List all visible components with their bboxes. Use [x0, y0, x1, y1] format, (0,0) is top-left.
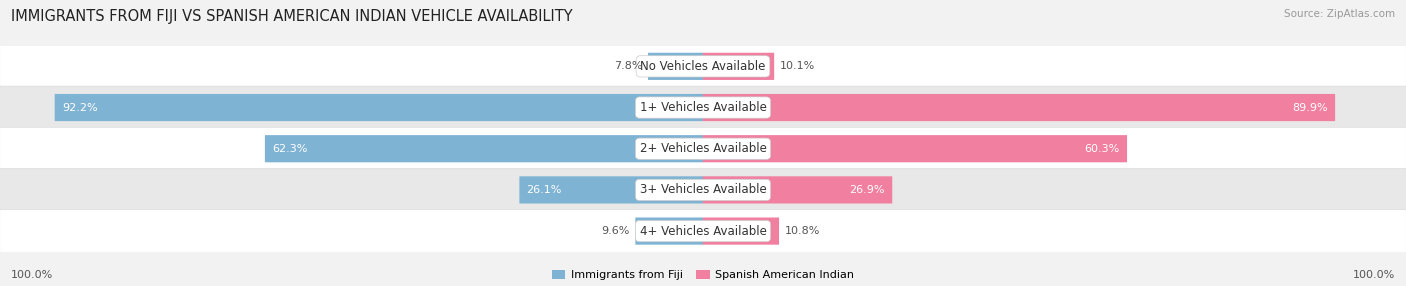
- Text: 3+ Vehicles Available: 3+ Vehicles Available: [640, 183, 766, 196]
- Text: 92.2%: 92.2%: [62, 103, 97, 112]
- Text: Source: ZipAtlas.com: Source: ZipAtlas.com: [1284, 9, 1395, 19]
- Text: 10.1%: 10.1%: [779, 61, 815, 71]
- FancyBboxPatch shape: [0, 86, 1406, 129]
- Text: 100.0%: 100.0%: [1353, 270, 1395, 279]
- Text: 26.9%: 26.9%: [849, 185, 886, 195]
- FancyBboxPatch shape: [519, 176, 703, 204]
- FancyBboxPatch shape: [703, 176, 893, 204]
- FancyBboxPatch shape: [0, 127, 1406, 170]
- Text: 7.8%: 7.8%: [614, 61, 643, 71]
- Text: IMMIGRANTS FROM FIJI VS SPANISH AMERICAN INDIAN VEHICLE AVAILABILITY: IMMIGRANTS FROM FIJI VS SPANISH AMERICAN…: [11, 9, 572, 23]
- Text: 89.9%: 89.9%: [1292, 103, 1329, 112]
- FancyBboxPatch shape: [703, 217, 779, 245]
- Text: 2+ Vehicles Available: 2+ Vehicles Available: [640, 142, 766, 155]
- Text: 62.3%: 62.3%: [273, 144, 308, 154]
- FancyBboxPatch shape: [264, 135, 703, 162]
- Text: 9.6%: 9.6%: [602, 226, 630, 236]
- FancyBboxPatch shape: [703, 53, 775, 80]
- Text: 60.3%: 60.3%: [1084, 144, 1119, 154]
- FancyBboxPatch shape: [0, 45, 1406, 88]
- FancyBboxPatch shape: [636, 217, 703, 245]
- FancyBboxPatch shape: [0, 168, 1406, 211]
- Text: 26.1%: 26.1%: [527, 185, 562, 195]
- FancyBboxPatch shape: [648, 53, 703, 80]
- Text: 10.8%: 10.8%: [785, 226, 820, 236]
- FancyBboxPatch shape: [55, 94, 703, 121]
- Text: 100.0%: 100.0%: [11, 270, 53, 279]
- Legend: Immigrants from Fiji, Spanish American Indian: Immigrants from Fiji, Spanish American I…: [553, 270, 853, 281]
- FancyBboxPatch shape: [703, 135, 1128, 162]
- FancyBboxPatch shape: [0, 210, 1406, 253]
- Text: No Vehicles Available: No Vehicles Available: [640, 60, 766, 73]
- FancyBboxPatch shape: [703, 94, 1336, 121]
- Text: 4+ Vehicles Available: 4+ Vehicles Available: [640, 225, 766, 238]
- Text: 1+ Vehicles Available: 1+ Vehicles Available: [640, 101, 766, 114]
